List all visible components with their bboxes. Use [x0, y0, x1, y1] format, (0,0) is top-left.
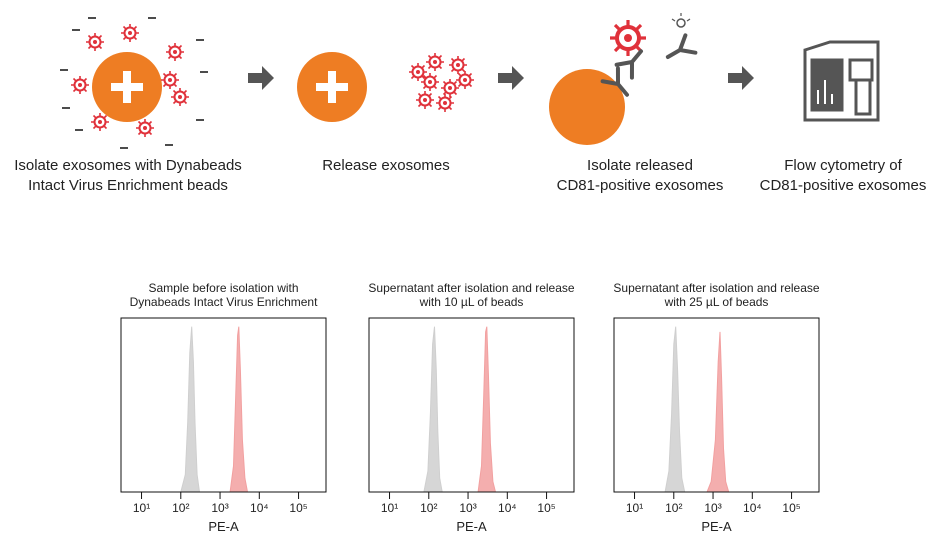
x-tick-label: 10²	[172, 501, 189, 515]
plot-frame	[120, 317, 327, 493]
step-label: Isolate exosomes with Dynabeads	[14, 157, 242, 174]
step-label: Flow cytometry of	[784, 157, 902, 174]
x-tick-label: 10³	[211, 501, 228, 515]
x-tick-label: 10²	[665, 501, 682, 515]
step-label: Intact Virus Enrichment beads	[28, 177, 228, 194]
step-label: CD81-positive exosomes	[760, 177, 927, 194]
plot-frame	[613, 317, 820, 493]
arrow	[498, 66, 524, 90]
arrow	[248, 66, 274, 90]
step-label: Isolate released	[587, 157, 693, 174]
chart-title: Dynabeads Intact Virus Enrichment	[130, 295, 319, 309]
x-tick-label: 10³	[704, 501, 721, 515]
step-2-icon	[297, 52, 475, 122]
step-1-icon	[60, 17, 208, 149]
x-tick-label: 10¹	[133, 501, 150, 515]
x-tick-label: 10⁵	[782, 501, 800, 515]
plot-frame	[368, 317, 575, 493]
chart-title: with 25 µL of beads	[664, 295, 769, 309]
x-axis-label: PE-A	[456, 519, 487, 534]
chart-title: with 10 µL of beads	[419, 295, 524, 309]
chart-title: Supernatant after isolation and release	[368, 281, 574, 295]
x-tick-label: 10⁴	[250, 501, 269, 515]
step-label: CD81-positive exosomes	[557, 177, 724, 194]
arrow	[728, 66, 754, 90]
x-tick-label: 10²	[420, 501, 437, 515]
x-tick-label: 10⁴	[743, 501, 762, 515]
step-3-icon	[549, 13, 698, 145]
x-tick-label: 10³	[459, 501, 476, 515]
chart-title: Supernatant after isolation and release	[613, 281, 819, 295]
x-axis-label: PE-A	[208, 519, 239, 534]
chart-title: Sample before isolation with	[148, 281, 298, 295]
step-4-icon	[803, 40, 880, 122]
x-tick-label: 10⁵	[289, 501, 307, 515]
step-label: Release exosomes	[322, 157, 450, 174]
x-tick-label: 10¹	[381, 501, 398, 515]
x-tick-label: 10⁴	[498, 501, 517, 515]
x-tick-label: 10⁵	[537, 501, 555, 515]
x-tick-label: 10¹	[626, 501, 643, 515]
x-axis-label: PE-A	[701, 519, 732, 534]
